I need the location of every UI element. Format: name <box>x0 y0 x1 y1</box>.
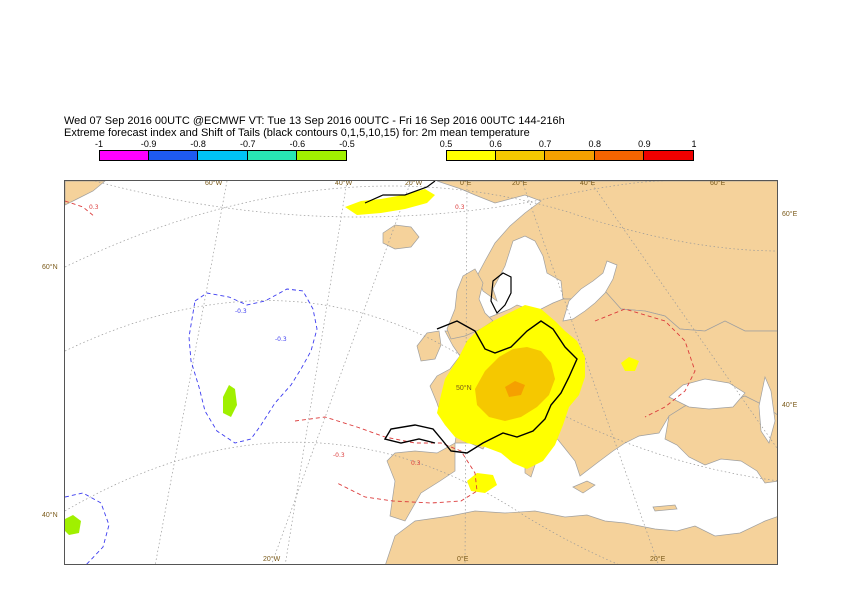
legend-negative-tick-label: -0.8 <box>190 139 206 149</box>
contour-label-4: 0.3 <box>89 204 99 211</box>
contour-label-2: -0.3 <box>275 336 287 343</box>
lat-label-inner-50n: 50°N <box>456 385 472 392</box>
sicily-landmass <box>572 480 596 494</box>
legend-negative: -1 -0.9 -0.8 -0.7 -0.6 -0.5 <box>95 139 355 163</box>
lon-label-top-20e: 20°E <box>512 180 528 187</box>
iceland-landmass <box>382 224 420 250</box>
legend-negative-swatch <box>296 151 346 160</box>
sot-contour-central-europe <box>383 320 578 454</box>
lat-label-left-60n: 60°N <box>42 264 58 271</box>
legend-negative-swatch <box>100 151 150 160</box>
meridian-20e <box>521 181 659 564</box>
meridian-20w <box>271 181 412 564</box>
lon-label-bottom-20e: 20°E <box>650 556 666 563</box>
parallel-70n <box>94 181 666 218</box>
map-title-line-1: Wed 07 Sep 2016 00UTC @ECMWF VT: Tue 13 … <box>64 115 565 127</box>
legend-negative-tick-label: -0.5 <box>339 139 355 149</box>
legend-positive-tick-label: 0.9 <box>638 139 651 149</box>
efi-dark-orange-area-central-europe <box>505 381 525 397</box>
contour-label-1: -0.3 <box>235 308 247 315</box>
sot-contour-scandinavia <box>490 272 512 315</box>
lon-label-top-20w: 20°W <box>405 180 423 187</box>
map-title-line-2: Extreme forecast index and Shift of Tail… <box>64 127 530 139</box>
legend-positive-swatch <box>545 151 595 160</box>
legend-positive-swatch <box>594 151 644 160</box>
efi-minus-0.3-contour-atlantic <box>188 288 318 444</box>
legend-positive-swatch <box>643 151 693 160</box>
efi-minus-0.3-contour-southwest <box>65 492 110 564</box>
efi-yellow-area-iceland <box>345 189 435 215</box>
legend-negative-tick-label: -1 <box>94 139 104 149</box>
contour-label-5: -0.3 <box>333 452 345 459</box>
legend-positive-bar <box>446 150 694 161</box>
sot-contour-iceland <box>364 181 436 204</box>
efi-plus-0.3-contour-europe <box>294 416 478 504</box>
north-africa-landmass <box>385 510 777 564</box>
legend-negative-tick-label: -0.7 <box>240 139 256 149</box>
crete-landmass <box>652 504 678 512</box>
baltic-sea <box>562 260 618 322</box>
lon-label-bottom-0e: 0°E <box>457 556 469 563</box>
lat-label-right-60e: 60°E <box>782 211 798 218</box>
ireland-landmass <box>416 330 442 362</box>
lon-label-top-40w: 40°W <box>335 180 353 187</box>
legend-positive-tick-label: 0.8 <box>588 139 602 149</box>
lon-label-top-40e: 40°E <box>580 180 596 187</box>
legend-positive: 0.5 0.6 0.7 0.8 0.9 1 <box>440 139 697 163</box>
legend-negative-tick-label: -0.6 <box>289 139 306 149</box>
legend-negative-bar <box>99 150 347 161</box>
black-sea <box>668 378 746 410</box>
parallel-50n <box>65 300 777 482</box>
legend-negative-swatch <box>149 151 199 160</box>
meridian-40w <box>284 181 348 564</box>
contour-label-3: 0.3 <box>455 204 465 211</box>
lon-label-top-60e: 60°E <box>710 180 726 187</box>
legend-positive-tick-label: 0.7 <box>538 139 552 149</box>
meridian-60w <box>155 181 228 564</box>
legend-negative-swatch <box>247 151 297 160</box>
legend-negative-swatch <box>198 151 248 160</box>
efi-yellow-area-spain <box>467 473 497 493</box>
efi-plus-0.3-contour-east <box>594 308 696 418</box>
legend-positive-swatch <box>447 151 497 160</box>
efi-map: -0.3 -0.3 0.3 0.3 -0.3 0.3 60°W 40°W 20°… <box>64 180 778 565</box>
efi-plus-0.3-contour-north <box>65 200 96 218</box>
lon-label-top-60w: 60°W <box>205 180 223 187</box>
caspian-sea <box>758 375 776 444</box>
legend-positive-tick-label: 1 <box>691 139 697 149</box>
greenland-landmass <box>65 181 106 206</box>
legend-negative-tick-label: -0.9 <box>140 139 157 149</box>
lat-label-left-40n: 40°N <box>42 512 58 519</box>
contour-label-6: 0.3 <box>411 460 421 467</box>
efi-yellow-area-east <box>621 357 639 371</box>
efi-green-area-southwest <box>65 515 81 535</box>
lon-label-top-0e: 0°E <box>460 180 472 187</box>
lon-label-bottom-20w: 20°W <box>263 556 281 563</box>
legend-positive-tick-label: 0.6 <box>489 139 502 149</box>
efi-green-area-atlantic <box>223 385 237 417</box>
legend-positive-swatch <box>496 151 546 160</box>
map-canvas: -0.3 -0.3 0.3 0.3 -0.3 0.3 <box>65 181 777 564</box>
legend-positive-tick-label: 0.5 <box>439 139 453 149</box>
lat-label-right-40e: 40°E <box>782 402 798 409</box>
meridian-40e <box>589 181 777 449</box>
parallel-60n <box>65 185 777 268</box>
